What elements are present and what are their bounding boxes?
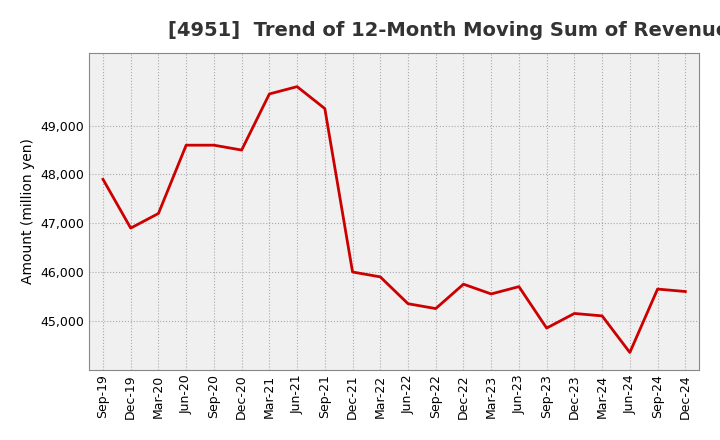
Text: [4951]  Trend of 12-Month Moving Sum of Revenues: [4951] Trend of 12-Month Moving Sum of R… xyxy=(168,21,720,40)
Y-axis label: Amount (million yen): Amount (million yen) xyxy=(21,138,35,284)
